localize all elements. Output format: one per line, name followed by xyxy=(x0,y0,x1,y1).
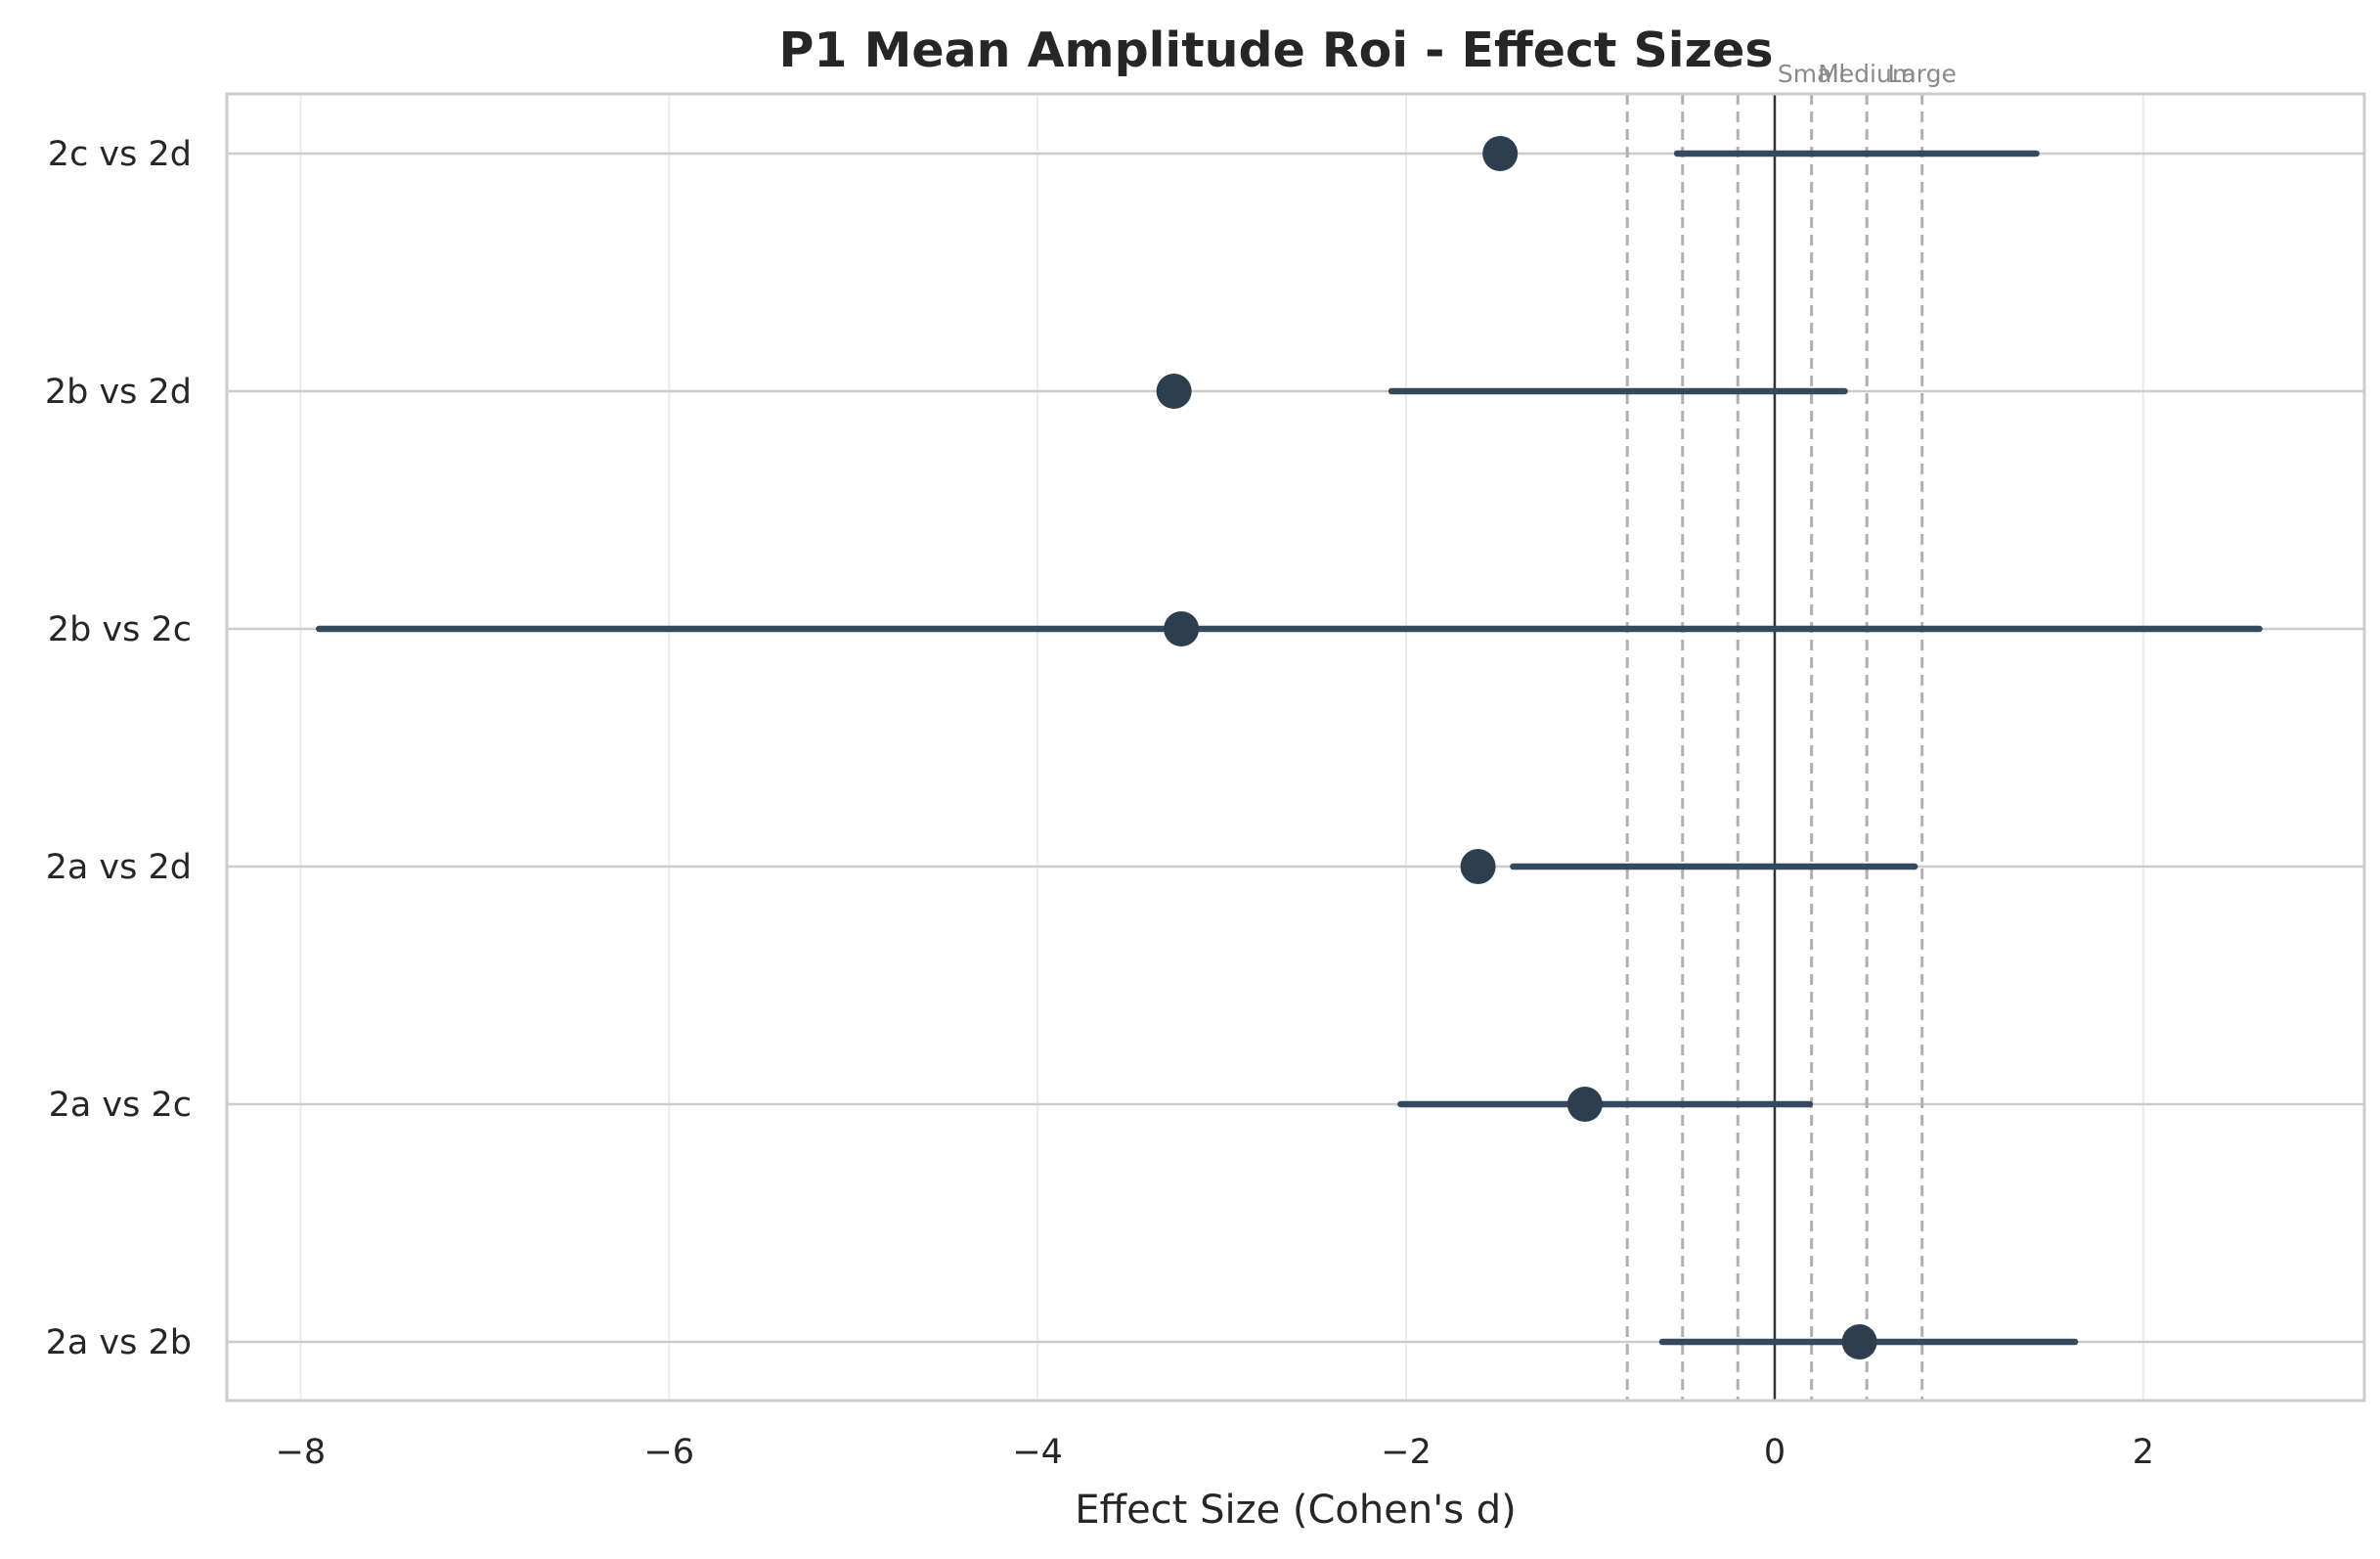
effect-point xyxy=(1841,1324,1877,1359)
plot-frame xyxy=(225,92,2366,1403)
reference-label: Small xyxy=(1778,60,1845,88)
effect-point xyxy=(1482,136,1519,171)
effect-point xyxy=(1164,611,1200,646)
data-marks xyxy=(315,136,2263,1359)
reference-label: Large xyxy=(1888,60,1957,88)
x-tick-label: 2 xyxy=(2133,1433,2154,1472)
y-tick-label: 2a vs 2b xyxy=(46,1323,192,1362)
x-tick-label: −4 xyxy=(1012,1433,1063,1472)
reference-label: Medium xyxy=(1818,60,1916,88)
y-tick-label: 2c vs 2d xyxy=(48,135,192,174)
effect-point xyxy=(1156,374,1192,409)
x-tick-label: 0 xyxy=(1764,1433,1785,1472)
x-axis-label: Effect Size (Cohen's d) xyxy=(1075,1488,1517,1533)
x-tick-label: −2 xyxy=(1381,1433,1432,1472)
grid xyxy=(227,94,2364,1401)
y-tick-label: 2b vs 2d xyxy=(45,373,192,412)
x-tick-label: −6 xyxy=(643,1433,694,1472)
x-tick-label: −8 xyxy=(276,1433,327,1472)
y-axis-ticks: 2c vs 2d 2b vs 2d 2b vs 2c 2a vs 2d 2a vs 2c… xyxy=(45,135,192,1362)
y-tick-label: 2a vs 2c xyxy=(49,1086,192,1125)
chart-title: P1 Mean Amplitude Roi - Effect Sizes xyxy=(779,22,1774,78)
y-tick-label: 2b vs 2c xyxy=(48,610,192,649)
x-axis-ticks: −8 −6 −4 −2 0 2 xyxy=(276,1433,2154,1472)
effect-point xyxy=(1460,849,1496,884)
y-tick-label: 2a vs 2d xyxy=(46,848,192,887)
effect-point xyxy=(1566,1087,1603,1122)
